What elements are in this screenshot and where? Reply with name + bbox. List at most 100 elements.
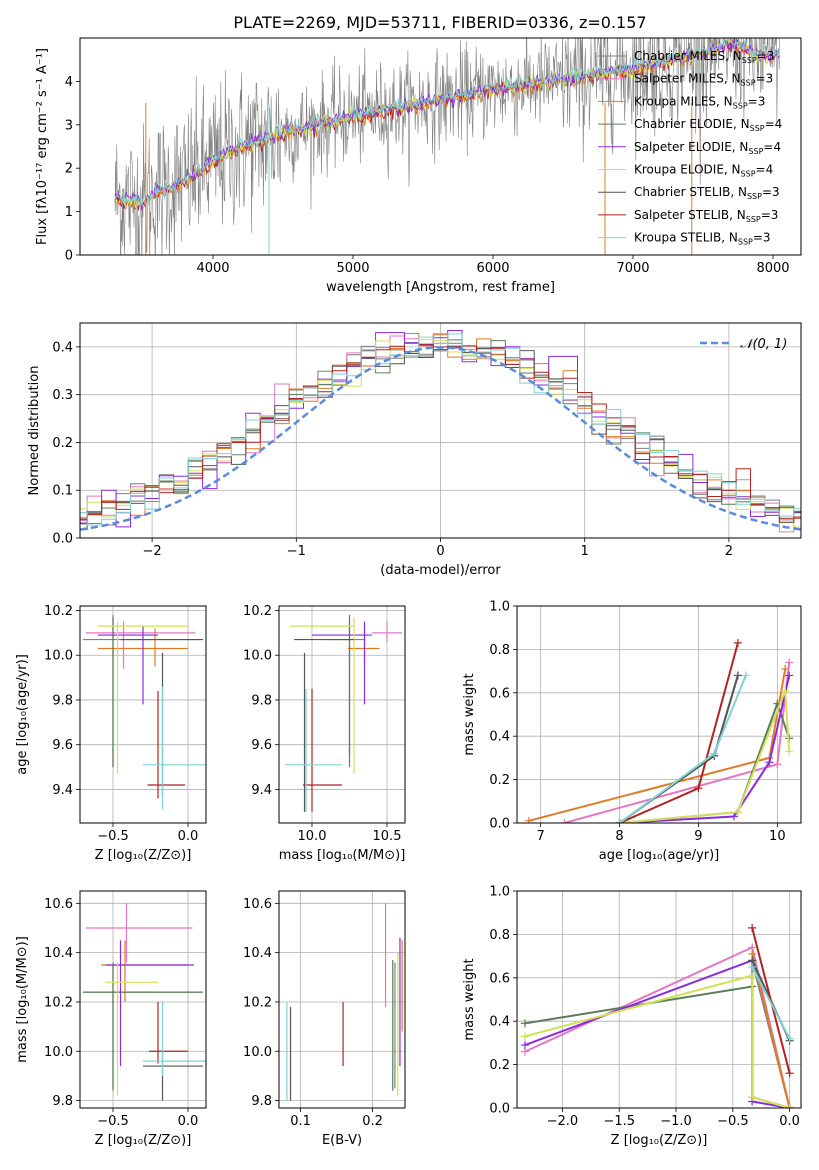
plot-area [114, 38, 780, 255]
y-tick-label: 9.8 [251, 1094, 272, 1109]
y-tick-label: 1.0 [489, 885, 510, 900]
mass-weight-marker [560, 819, 569, 823]
spectrum-model-line [114, 38, 780, 211]
y-tick-label: 10.6 [243, 897, 272, 912]
x-tick-label: −2 [143, 544, 162, 559]
plot-area [517, 606, 801, 823]
y-tick-label: 1 [65, 205, 73, 220]
axes-frame [79, 37, 802, 256]
y-tick-label: 2 [65, 162, 73, 177]
legend-sub: SSP [738, 238, 753, 247]
legend-label: 𝒩(0, 1) [740, 337, 787, 352]
y-tick-label: 0.8 [489, 643, 510, 658]
y-tick-label: 0.0 [489, 817, 510, 832]
legend-sub: SSP [741, 79, 756, 88]
y-tick-label: 3 [65, 118, 73, 133]
plot-area [80, 606, 206, 823]
y-tick-label: 10.2 [44, 995, 73, 1010]
y-tick-label: 10.2 [243, 604, 272, 619]
ticks: −2.0 −1.5 −1.0 −0.5 0.0 0.0 0.2 0.4 0.6 0.8 1.0 [489, 885, 800, 1130]
ticks: 0.1 0.2 9.8 10.0 10.2 10.4 10.6 [243, 897, 383, 1129]
legend-label: Kroupa ELODIE, NSSP=4 [634, 163, 773, 179]
mass-weight-marker [748, 1093, 757, 1102]
y-tick-label: 0.4 [489, 1015, 510, 1030]
mass-weight-marker [785, 671, 794, 680]
x-tick-label: 10.5 [373, 829, 402, 844]
mass-weight-marker [710, 749, 719, 758]
legend-rest: =4 [763, 140, 781, 154]
mass-weight-marker [785, 1104, 794, 1108]
x-tick-label: 6000 [476, 261, 509, 276]
mass-weight-vs-age-axes: 7 8 9 10 0.0 0.2 0.4 0.6 0.8 1.0 age [log₁₀(age/yr… [462, 600, 802, 863]
x-tick-label: −0.5 [97, 1114, 129, 1129]
y-tick-label: 9.6 [251, 738, 272, 753]
axes-frame [516, 605, 802, 824]
y-axis-label: Normed distribution [27, 366, 42, 496]
legend-label: Kroupa MILES, NSSP=3 [634, 94, 765, 110]
x-axis-label: (data-model)/error [380, 563, 501, 578]
y-tick-label: 10.0 [44, 649, 73, 664]
age-vs-z-axes: −0.5 0.0 9.4 9.6 9.8 10.0 10.2 Z [log₁₀(Z/Z⊙)] a… [15, 604, 207, 863]
y-tick-label: 9.6 [52, 738, 73, 753]
ticks: −0.5 0.0 9.4 9.6 9.8 10.0 10.2 [44, 604, 198, 844]
mass-vs-z-axes: −0.5 0.0 9.8 10.0 10.2 10.4 10.6 Z [log₁₀(Z/Z⊙)… [15, 890, 207, 1148]
ticks: 4000 5000 6000 7000 8000 0 1 2 3 4 [65, 75, 790, 276]
mass-weight-line [751, 927, 791, 1074]
mass-weight-marker [733, 638, 742, 647]
plot-area [279, 891, 405, 1108]
y-tick-label: 0 [65, 249, 73, 264]
y-tick-label: 10.4 [44, 946, 73, 961]
legend-rest: =3 [762, 185, 780, 199]
plot-area [517, 891, 801, 1108]
mass-weight-marker [785, 1034, 794, 1043]
x-axis-label: Z [log₁₀(Z/Z⊙)] [611, 1133, 708, 1148]
x-tick-label: 0.0 [178, 1114, 199, 1129]
legend-label: Salpeter ELODIE, NSSP=4 [634, 140, 781, 156]
mass-weight-line [619, 675, 747, 823]
axes-frame [278, 605, 406, 824]
mass-weight-line [524, 945, 791, 1108]
y-tick-label: 9.4 [251, 783, 272, 798]
mass-weight-line [524, 985, 790, 1108]
mass-weight-marker [520, 1019, 529, 1028]
x-tick-label: −0.5 [717, 1114, 749, 1129]
y-axis-label: mass [log₁₀(M/M⊙)] [15, 936, 30, 1063]
x-tick-label: 0.1 [290, 1114, 311, 1129]
mass-weight-vs-z-axes: −2.0 −1.5 −1.0 −0.5 0.0 0.0 0.2 0.4 0.6 0.8 1.0 Z [… [462, 885, 802, 1148]
spectrum-axes: 4000 5000 6000 7000 8000 0 1 2 3 4 wavelength [Ang… [35, 37, 802, 295]
mass-weight-line [524, 974, 790, 1108]
spectrum-model-line [114, 38, 780, 207]
y-tick-label: 9.8 [251, 693, 272, 708]
y-tick-label: 0.2 [489, 773, 510, 788]
mass-weight-marker [741, 671, 750, 680]
y-tick-label: 9.8 [52, 693, 73, 708]
x-tick-label: 10.0 [298, 829, 327, 844]
legend-label: Salpeter STELIB, NSSP=3 [634, 208, 778, 224]
histogram-legend: 𝒩(0, 1) [700, 337, 787, 352]
age-vs-mass-axes: 10.0 10.5 9.4 9.6 9.8 10.0 10.2 mass [log₁₀(M/M… [243, 604, 406, 863]
x-tick-label: 0.2 [362, 1114, 383, 1129]
x-axis-label: mass [log₁₀(M/M⊙)] [279, 848, 406, 863]
y-tick-label: 10.2 [44, 604, 73, 619]
mass-weight-marker [773, 760, 782, 769]
x-tick-label: 7000 [616, 261, 649, 276]
y-tick-label: 10.0 [44, 1045, 73, 1060]
x-tick-label: −2.0 [547, 1114, 579, 1129]
plot-area [279, 606, 405, 823]
legend-label: Chabrier STELIB, NSSP=3 [634, 185, 780, 201]
mass-weight-marker [785, 1069, 794, 1078]
x-axis-label: E(B-V) [322, 1133, 362, 1148]
figure-title: PLATE=2269, MJD=53711, FIBERID=0336, z=0… [233, 13, 646, 32]
ticks: −0.5 0.0 9.8 10.0 10.2 10.4 10.6 [44, 897, 198, 1129]
legend-label: Chabrier ELODIE, NSSP=4 [634, 117, 782, 133]
histogram-series [80, 333, 801, 526]
x-tick-label: 8000 [756, 261, 789, 276]
axes-frame [79, 322, 802, 539]
mass-weight-line [619, 675, 791, 823]
spectrum-legend: Chabrier MILES, NSSP=3 Salpeter MILES, NS… [598, 49, 782, 247]
legend-sub: SSP [746, 215, 761, 224]
y-tick-label: 1.0 [489, 600, 510, 615]
y-axis-label: mass weight [462, 958, 477, 1040]
spectrum-data-line [114, 38, 780, 255]
